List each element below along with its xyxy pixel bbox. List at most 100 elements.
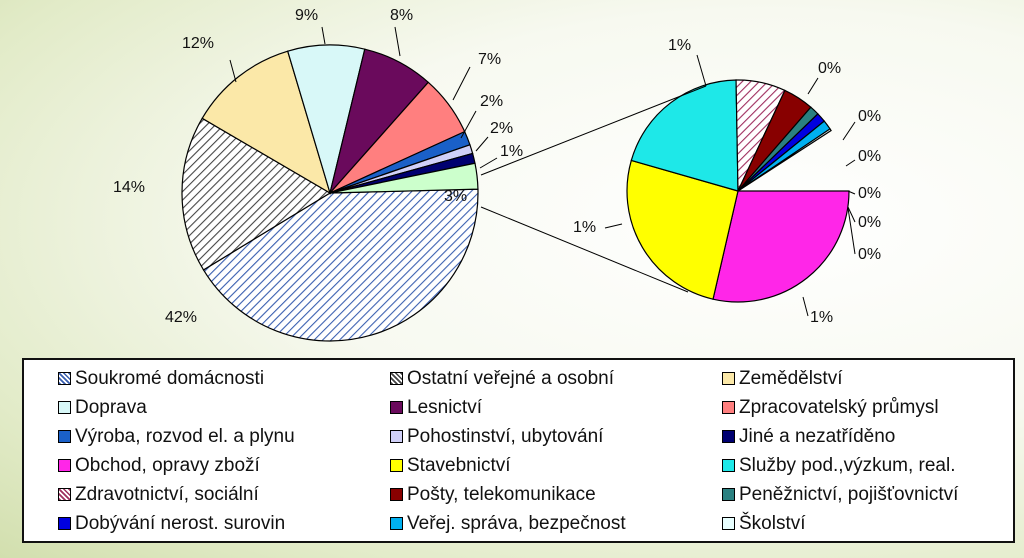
leader-line (847, 206, 856, 223)
legend-swatch (390, 459, 403, 472)
legend-item: Peněžnictví, pojišťovnictví (722, 480, 1024, 509)
main-slice-label: 2% (480, 93, 503, 110)
legend-label: Peněžnictví, pojišťovnictví (739, 483, 959, 505)
legend-item: Zemědělství (722, 364, 1024, 393)
legend-label: Lesnictví (407, 396, 482, 418)
secondary-slice-label: 0% (818, 60, 841, 77)
secondary-slice-label: 0% (858, 185, 881, 202)
secondary-slice-label: 0% (858, 108, 881, 125)
leader-line (847, 190, 856, 195)
legend-label: Pohostinství, ubytování (407, 425, 604, 447)
legend-item: Doprava (58, 393, 390, 422)
leader-line (460, 110, 477, 139)
legend-swatch (58, 488, 71, 501)
main-slice-label: 14% (113, 179, 145, 196)
secondary-pie-slice (626, 159, 739, 300)
legend-swatch (58, 517, 71, 530)
legend-label: Jiné a nezatříděno (739, 425, 896, 447)
legend-swatch (722, 401, 735, 414)
main-slice-label: 12% (182, 35, 214, 52)
secondary-pie-slice (712, 190, 850, 303)
legend-item: Zpracovatelský průmysl (722, 393, 1024, 422)
legend-item: Zdravotnictví, sociální (58, 480, 390, 509)
legend-item: Školství (722, 509, 1024, 538)
secondary-slice-label: 0% (858, 148, 881, 165)
leader-line (842, 121, 856, 141)
legend-label: Ostatní veřejné a osobní (407, 367, 615, 389)
legend-swatch (722, 372, 735, 385)
main-slice-label: 3% (444, 188, 467, 205)
main-slice-label: 7% (478, 51, 501, 68)
legend-swatch (58, 372, 71, 385)
legend-item: Výroba, rozvod el. a plynu (58, 422, 390, 451)
leader-line (847, 207, 856, 255)
legend-label: Dobývání nerost. surovin (75, 512, 286, 534)
legend-item: Soukromé domácnosti (58, 364, 390, 393)
leader-line (696, 54, 707, 87)
legend-swatch (390, 430, 403, 443)
leader-line (604, 223, 623, 229)
leader-line (229, 59, 237, 83)
legend-swatch (722, 459, 735, 472)
secondary-pie-slice (737, 128, 832, 192)
leader-line (845, 159, 856, 167)
main-slice-label: 9% (295, 7, 318, 24)
legend-item: Veřej. správa, bezpečnost (390, 509, 722, 538)
legend-swatch (58, 430, 71, 443)
main-pie-slice (202, 188, 479, 342)
main-slice-label: 8% (390, 7, 413, 24)
leader-line (452, 66, 471, 101)
legend-swatch (390, 488, 403, 501)
secondary-slice-label: 1% (573, 219, 596, 236)
legend-swatch (390, 517, 403, 530)
main-pie-slice (329, 162, 479, 194)
legend-item: Služby pod.,výzkum, real. (722, 451, 1024, 480)
legend-swatch (58, 401, 71, 414)
leader-line (321, 26, 326, 45)
legend-swatch (58, 459, 71, 472)
connector-line (480, 85, 707, 176)
legend-swatch (722, 488, 735, 501)
legend-item: Pošty, telekomunikace (390, 480, 722, 509)
legend-label: Školství (739, 512, 806, 534)
main-slice-label: 2% (490, 120, 513, 137)
main-slice-label: 1% (500, 143, 523, 160)
leader-line (394, 26, 401, 57)
secondary-pie-slice (630, 79, 739, 192)
legend-item: Dobývání nerost. surovin (58, 509, 390, 538)
connector-line (480, 206, 689, 293)
legend-swatch (722, 517, 735, 530)
legend-label: Zemědělství (739, 367, 843, 389)
legend-swatch (390, 372, 403, 385)
legend-swatch (390, 401, 403, 414)
legend-label: Soukromé domácnosti (75, 367, 265, 389)
legend-swatch (722, 430, 735, 443)
legend-label: Zdravotnictví, sociální (75, 483, 259, 505)
legend-label: Doprava (75, 396, 147, 418)
secondary-slice-label: 0% (858, 214, 881, 231)
legend-item: Stavebnictví (390, 451, 722, 480)
leader-line (475, 136, 489, 152)
legend-label: Veřej. správa, bezpečnost (407, 512, 626, 534)
secondary-slice-label: 0% (858, 246, 881, 263)
legend-label: Stavebnictví (407, 454, 511, 476)
legend-item: Obchod, opravy zboží (58, 451, 390, 480)
leader-line (807, 77, 819, 95)
legend-label: Služby pod.,výzkum, real. (739, 454, 956, 476)
secondary-slice-label: 1% (668, 37, 691, 54)
leader-line (479, 157, 498, 169)
main-slice-label: 42% (165, 309, 197, 326)
chart-legend: Soukromé domácnosti Ostatní veřejné a oso… (22, 358, 1015, 543)
legend-label: Výroba, rozvod el. a plynu (75, 425, 295, 447)
legend-item: Jiné a nezatříděno (722, 422, 1024, 451)
leader-line (802, 296, 809, 317)
legend-item: Lesnictví (390, 393, 722, 422)
main-pie-slice (181, 117, 332, 271)
legend-label: Obchod, opravy zboží (75, 454, 260, 476)
legend-label: Pošty, telekomunikace (407, 483, 596, 505)
legend-item: Ostatní veřejné a osobní (390, 364, 722, 393)
legend-label: Zpracovatelský průmysl (739, 396, 939, 418)
secondary-slice-label: 1% (810, 309, 833, 326)
legend-item: Pohostinství, ubytování (390, 422, 722, 451)
